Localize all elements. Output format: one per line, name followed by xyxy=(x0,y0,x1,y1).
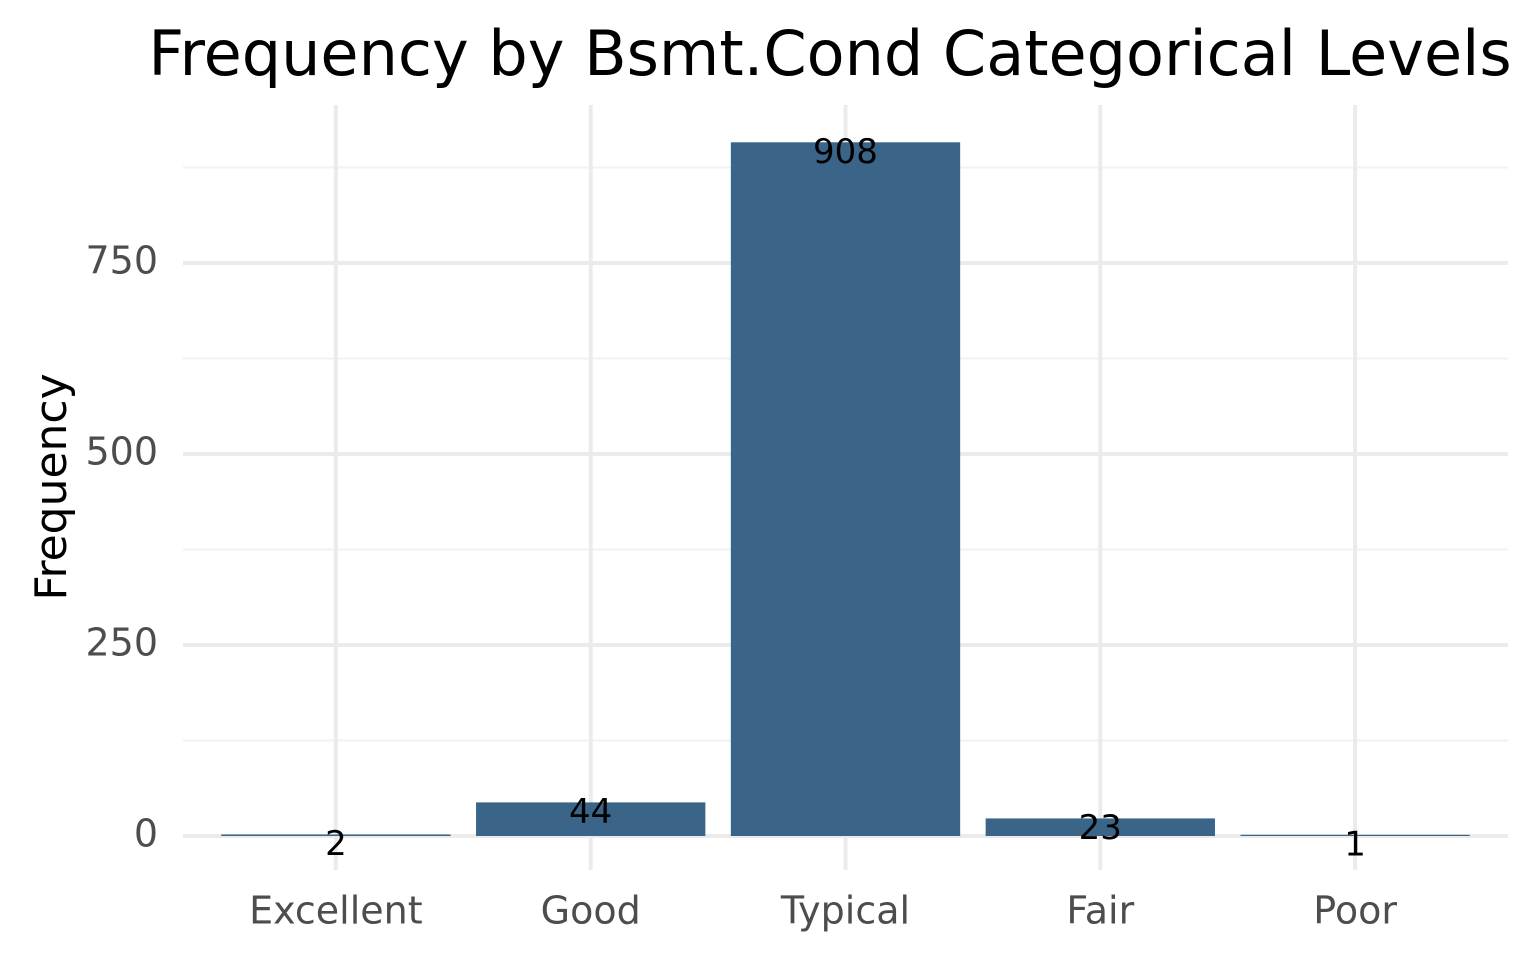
data-label-poor: 1 xyxy=(1344,825,1366,865)
chart-title: Frequency by Bsmt.Cond Categorical Level… xyxy=(148,17,1511,90)
data-labels: 2 44 908 23 1 xyxy=(325,132,1366,865)
data-label-excellent: 2 xyxy=(325,824,347,864)
y-axis-ticks: 0 250 500 750 xyxy=(85,239,158,856)
y-tick-label: 250 xyxy=(85,621,158,665)
data-label-typical: 908 xyxy=(813,132,878,172)
bar-typical xyxy=(730,142,961,837)
x-tick-label: Poor xyxy=(1313,889,1397,933)
bar-fair xyxy=(985,818,1215,836)
bar-poor xyxy=(1240,834,1470,836)
y-axis-label: Frequency xyxy=(26,373,77,600)
x-tick-label: Good xyxy=(541,889,641,933)
data-label-good: 44 xyxy=(569,792,612,832)
y-tick-label: 750 xyxy=(85,239,158,283)
bar-excellent xyxy=(221,834,451,836)
bar-good xyxy=(476,802,706,836)
bars xyxy=(221,142,1470,837)
y-tick-label: 500 xyxy=(85,430,158,474)
data-label-fair: 23 xyxy=(1079,808,1122,848)
x-tick-label: Excellent xyxy=(249,889,423,933)
x-tick-label: Typical xyxy=(780,889,910,933)
x-tick-label: Fair xyxy=(1066,889,1134,933)
x-axis-ticks: Excellent Good Typical Fair Poor xyxy=(249,889,1397,933)
y-tick-label: 0 xyxy=(134,812,158,856)
